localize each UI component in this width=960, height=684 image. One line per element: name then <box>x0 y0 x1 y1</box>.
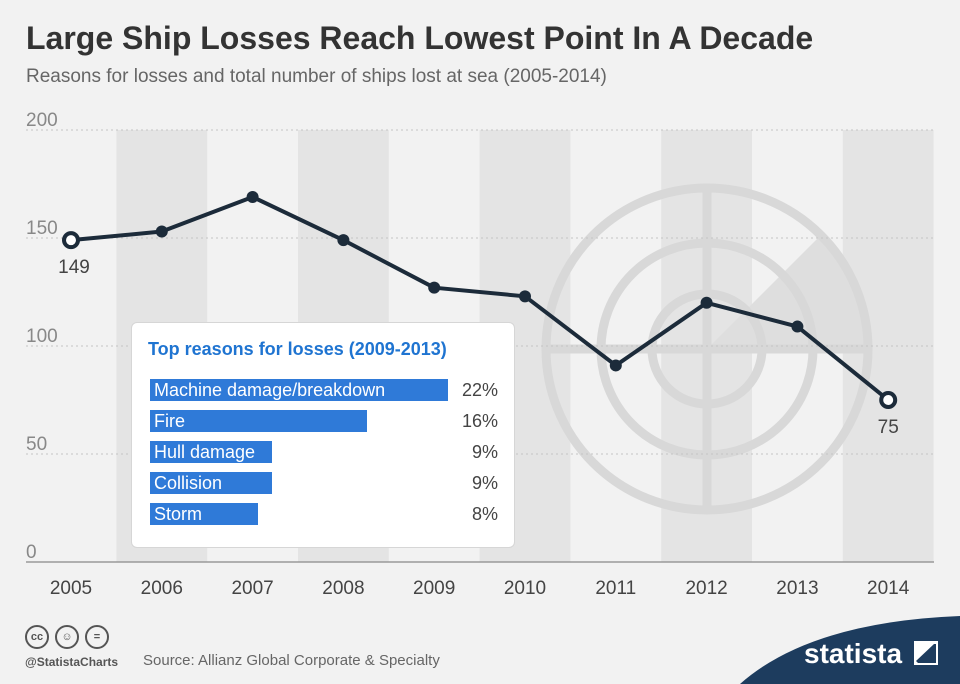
series-line <box>70 194 890 402</box>
reason-label: Storm <box>154 504 203 524</box>
data-point <box>791 320 804 333</box>
reason-bar <box>150 410 367 432</box>
reason-value: 22% <box>461 380 498 400</box>
brand-text: statista <box>804 638 903 669</box>
y-tick-label: 100 <box>26 326 58 347</box>
no-derivatives-icon: = <box>85 625 109 649</box>
statista-mark-icon <box>913 641 938 665</box>
x-tick-label: 2005 <box>50 578 92 599</box>
statista-logo: statista <box>804 638 938 670</box>
data-point <box>700 296 713 309</box>
attribution-icon: ☺ <box>55 625 79 649</box>
reason-bar <box>150 441 272 463</box>
reason-bar <box>150 472 272 494</box>
chart-title: Large Ship Losses Reach Lowest Point In … <box>26 20 814 56</box>
chart-subtitle: Reasons for losses and total number of s… <box>26 66 607 87</box>
data-point <box>428 281 441 294</box>
radar-sweep <box>707 235 869 349</box>
data-point <box>879 391 898 409</box>
x-tick-label: 2010 <box>504 578 546 599</box>
reasons-inset: Top reasons for losses (2009-2013) Machi… <box>131 322 515 548</box>
x-tick-label: 2011 <box>595 578 636 599</box>
inset-title: Top reasons for losses (2009-2013) <box>148 339 447 359</box>
reason-value: 16% <box>461 411 498 431</box>
reason-bar-row: Storm 8% <box>150 503 500 525</box>
y-tick-label: 200 <box>26 110 58 131</box>
brand-banner <box>740 616 960 684</box>
reason-bar-row: Collision 9% <box>150 472 500 494</box>
reason-value: 8% <box>471 504 498 524</box>
reason-bar <box>150 379 448 401</box>
data-label: 75 <box>878 417 899 438</box>
reason-value: 9% <box>471 473 498 493</box>
reason-label: Collision <box>154 473 223 493</box>
y-tick-label: 50 <box>26 434 47 455</box>
source-note: Source: Allianz Global Corporate & Speci… <box>143 652 440 669</box>
x-tick-label: 2009 <box>413 578 455 599</box>
data-point <box>62 231 80 250</box>
data-point <box>155 225 168 238</box>
reason-bar-row: Fire 16% <box>150 410 500 432</box>
reason-bar-row: Machine damage/breakdown 22% <box>150 379 500 401</box>
reason-label: Fire <box>154 411 185 431</box>
reason-value: 9% <box>471 442 498 462</box>
data-label: 149 <box>58 257 90 278</box>
twitter-handle: @StatistaCharts <box>25 655 119 669</box>
data-point <box>609 359 622 372</box>
data-point <box>337 234 350 247</box>
x-tick-label: 2013 <box>776 578 818 599</box>
x-tick-label: 2007 <box>231 578 273 599</box>
reason-bar <box>150 503 259 525</box>
y-tick-label: 150 <box>26 218 58 239</box>
radar-decoration <box>541 183 873 515</box>
y-tick-label: 0 <box>26 542 37 563</box>
cc-icon: cc <box>25 625 49 649</box>
x-tick-label: 2014 <box>867 578 910 599</box>
data-point <box>246 190 259 203</box>
reason-label: Machine damage/breakdown <box>154 380 386 400</box>
x-tick-label: 2012 <box>685 578 727 599</box>
reason-label: Hull damage <box>154 442 256 462</box>
x-tick-label: 2008 <box>322 578 364 599</box>
data-point <box>519 290 531 303</box>
x-tick-label: 2006 <box>141 578 183 599</box>
reason-bar-row: Hull damage 9% <box>150 441 500 463</box>
license-icons: cc ☺ = <box>25 625 115 649</box>
